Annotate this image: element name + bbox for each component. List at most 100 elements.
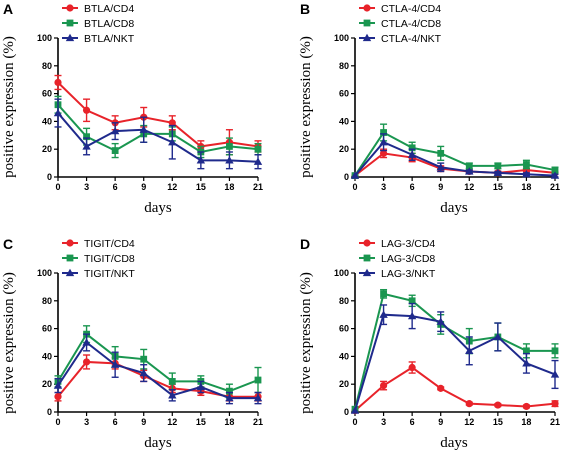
legend-marker	[65, 33, 75, 42]
data-point	[436, 317, 445, 325]
data-point	[139, 368, 148, 377]
legend-marker	[65, 268, 75, 277]
data-point	[53, 108, 63, 117]
data-point	[54, 78, 62, 87]
data-point	[139, 125, 148, 133]
legend-label: TIGIT/NKT	[84, 268, 135, 280]
data-point	[225, 156, 234, 164]
data-point	[493, 332, 503, 341]
y-tick-label: 20	[339, 144, 349, 154]
data-point	[110, 126, 120, 135]
y-tick-label: 40	[42, 351, 52, 361]
x-tick-label: 0	[55, 417, 60, 427]
data-point	[408, 144, 416, 152]
data-point	[437, 149, 445, 157]
series-lag-3-nkt	[350, 302, 560, 414]
series-line	[354, 141, 556, 177]
x-tick-label: 3	[84, 417, 89, 427]
y-tick-label: 100	[334, 268, 349, 278]
data-point	[253, 393, 263, 402]
data-point	[465, 167, 474, 175]
x-axis-title: days	[144, 200, 172, 216]
data-point	[551, 400, 559, 408]
legend-label: BTLA/NKT	[84, 33, 135, 45]
data-point	[465, 162, 473, 170]
data-point	[522, 359, 531, 367]
series-line	[57, 81, 259, 148]
data-point	[54, 393, 62, 401]
data-point	[350, 406, 360, 414]
x-tick-label: 21	[550, 182, 560, 192]
series-line	[354, 313, 556, 411]
series-tigit-nkt	[53, 333, 263, 405]
y-tick-label: 100	[37, 268, 52, 278]
data-point	[168, 391, 177, 399]
y-tick-label: 60	[339, 89, 349, 99]
panel-b: B positive expression (%) days 020406080…	[298, 1, 560, 216]
data-point	[550, 370, 560, 378]
x-tick-label: 9	[438, 182, 443, 192]
data-point	[494, 401, 502, 409]
series-btla-nkt	[53, 98, 263, 170]
data-point	[408, 363, 416, 372]
series-line	[57, 104, 259, 154]
y-tick-label: 40	[339, 351, 349, 361]
legend-label: TIGIT/CD4	[84, 238, 135, 250]
series-lag-3-cd8	[351, 288, 559, 413]
legend-label: CTLA-4/CD8	[381, 18, 441, 30]
series-line	[57, 332, 259, 393]
x-tick-label: 15	[493, 182, 503, 192]
y-tick-label: 0	[47, 172, 52, 182]
x-tick-label: 6	[113, 417, 118, 427]
data-point	[82, 338, 91, 346]
data-point	[350, 171, 360, 179]
data-point	[82, 106, 91, 114]
data-point	[522, 170, 531, 178]
legend-label: LAG-3/CD8	[381, 253, 435, 265]
data-point	[196, 156, 206, 164]
y-tick-label: 40	[42, 116, 52, 126]
data-point	[380, 129, 387, 136]
legend-label: LAG-3/CD4	[381, 238, 435, 250]
y-tick-label: 20	[339, 379, 349, 389]
y-tick-label: 40	[339, 116, 349, 126]
legend-label: LAG-3/NKT	[381, 268, 436, 280]
data-point	[436, 163, 445, 171]
data-point	[493, 168, 503, 176]
data-point	[437, 384, 445, 392]
data-point	[254, 376, 262, 384]
legend-marker	[363, 4, 371, 12]
x-tick-label: 15	[196, 182, 206, 192]
y-tick-label: 60	[339, 324, 349, 334]
data-point	[408, 297, 416, 305]
x-tick-label: 9	[141, 417, 146, 427]
series-line	[354, 292, 555, 410]
legend-label: CTLA-4/NKT	[381, 33, 442, 45]
data-point	[53, 381, 63, 389]
data-point	[494, 162, 502, 170]
x-tick-label: 12	[167, 182, 177, 192]
y-tick-label: 0	[47, 407, 52, 417]
x-tick-label: 6	[410, 417, 415, 427]
legend-marker	[363, 239, 371, 247]
data-point	[226, 387, 233, 395]
x-tick-label: 18	[224, 417, 234, 427]
data-point	[82, 358, 91, 366]
data-point	[83, 133, 90, 141]
legend-marker	[363, 19, 371, 27]
data-point	[111, 147, 119, 154]
y-tick-label: 80	[42, 296, 52, 306]
data-point	[551, 347, 559, 355]
y-tick-label: 20	[42, 379, 52, 389]
data-point	[140, 355, 148, 363]
x-tick-label: 15	[196, 417, 206, 427]
y-tick-label: 80	[339, 61, 349, 71]
data-point	[168, 138, 177, 146]
panel-label: B	[300, 1, 310, 17]
x-tick-label: 0	[352, 417, 357, 427]
x-tick-label: 3	[381, 417, 386, 427]
panel-label: D	[300, 236, 310, 252]
x-tick-label: 12	[464, 417, 474, 427]
data-point	[226, 143, 233, 150]
series-btla-cd4	[54, 74, 262, 156]
